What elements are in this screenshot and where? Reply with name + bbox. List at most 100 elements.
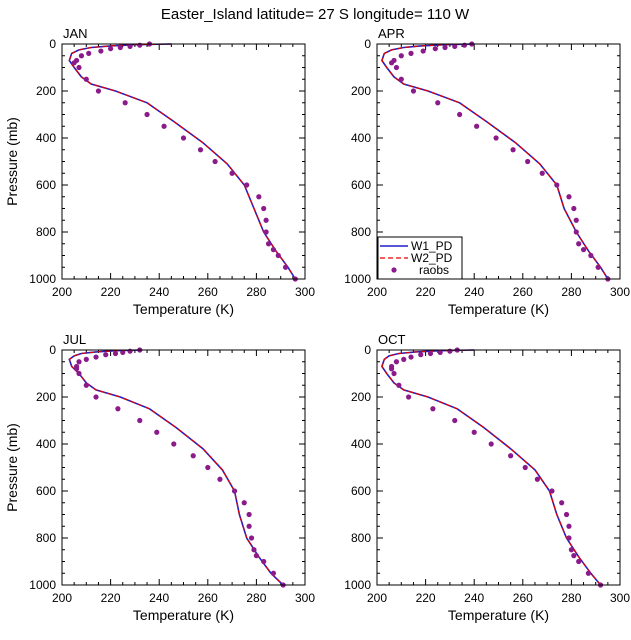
raobs-point: [83, 356, 89, 362]
raobs-point: [108, 46, 114, 52]
raobs-point: [554, 182, 560, 188]
x-tick-label: 240: [149, 591, 169, 605]
raobs-point: [76, 359, 82, 365]
raobs-point: [171, 441, 177, 447]
raobs-point: [256, 194, 262, 200]
raobs-point: [137, 417, 143, 424]
raobs-point: [452, 43, 458, 49]
w1-pd-line: [68, 43, 296, 280]
x-tick-label: 200: [367, 591, 387, 605]
raobs-point: [270, 570, 277, 576]
raobs-point: [241, 500, 247, 506]
panel-title: OCT: [378, 332, 406, 347]
raobs-point: [212, 158, 218, 165]
x-tick-label: 300: [295, 591, 315, 605]
raobs-point: [393, 64, 400, 71]
raobs-point: [398, 53, 404, 59]
raobs-point: [120, 349, 126, 355]
x-tick-label: 300: [610, 591, 630, 605]
raobs-point: [493, 135, 499, 141]
raobs-point: [588, 252, 594, 259]
raobs-point: [566, 194, 572, 200]
y-tick-label: 800: [36, 531, 56, 545]
x-tick-label: 200: [52, 285, 72, 299]
x-tick-label: 280: [246, 591, 266, 605]
raobs-point: [447, 348, 453, 354]
raobs-point: [73, 366, 80, 372]
y-tick-label: 200: [36, 390, 56, 404]
raobs-point: [154, 429, 160, 435]
raobs-point: [566, 523, 572, 529]
x-tick-label: 260: [513, 285, 533, 299]
raobs-point: [122, 100, 128, 106]
raobs-point: [571, 205, 577, 212]
x-tick-label: 260: [198, 285, 218, 299]
y-tick-label: 1000: [29, 578, 56, 592]
raobs-point: [452, 417, 458, 424]
w1-pd-line: [381, 349, 602, 586]
raobs-point: [430, 406, 436, 412]
x-tick-label: 240: [464, 285, 484, 299]
raobs-point: [95, 88, 102, 94]
raobs-point: [76, 370, 82, 377]
panel-jan: 200 220 240 260 280 300 0 200 400 600 800 1000 Tempe…: [4, 26, 315, 317]
raobs-point: [137, 42, 143, 48]
raobs-point: [253, 553, 259, 559]
raobs-point: [388, 60, 395, 66]
y-tick-label: 800: [351, 531, 371, 545]
raobs-point: [573, 229, 579, 235]
x-axis-label: Temperature (K): [133, 607, 234, 623]
legend-raobs-swatch: [391, 267, 397, 273]
y-tick-label: 1000: [344, 578, 371, 592]
plot-frame: [61, 349, 306, 586]
raobs-point: [270, 247, 277, 253]
plot-frame: [376, 349, 621, 586]
raobs-point: [103, 352, 109, 358]
raobs-point: [427, 350, 434, 357]
w2-pd-line: [68, 349, 284, 586]
legend-w2-label: W2_PD: [411, 251, 453, 265]
raobs-point: [86, 50, 92, 57]
y-tick-label: 400: [351, 437, 371, 451]
raobs-point: [76, 64, 82, 71]
w2-pd-line: [381, 349, 602, 586]
y-tick-label: 1000: [344, 272, 371, 286]
legend-w1-label: W1_PD: [411, 239, 453, 253]
y-axis-label: Pressure (mb): [4, 423, 20, 512]
raobs-point: [246, 523, 252, 529]
raobs-point: [112, 350, 119, 357]
plot-frame: [61, 43, 306, 280]
x-tick-label: 200: [52, 591, 72, 605]
y-tick-label: 200: [36, 84, 56, 98]
raobs-point: [251, 547, 257, 553]
x-tick-label: 220: [101, 591, 121, 605]
raobs-point: [525, 158, 531, 165]
raobs-point: [405, 394, 412, 400]
y-tick-label: 1000: [29, 272, 56, 286]
raobs-point: [265, 241, 272, 247]
raobs-point: [549, 488, 555, 494]
raobs-point: [263, 217, 269, 223]
w1-pd-line: [68, 349, 284, 586]
raobs-point: [93, 394, 99, 400]
raobs-point: [144, 111, 150, 118]
y-tick-label: 600: [36, 178, 56, 192]
raobs-point: [180, 135, 187, 141]
raobs-point: [437, 349, 443, 355]
raobs-point: [83, 76, 89, 82]
raobs-point: [190, 453, 196, 459]
raobs-point: [573, 217, 579, 223]
w2-pd-line: [68, 43, 296, 280]
raobs-point: [83, 382, 89, 388]
x-axis-label: Temperature (K): [133, 301, 234, 317]
x-tick-label: 260: [513, 591, 533, 605]
x-tick-label: 300: [295, 285, 315, 299]
y-tick-label: 0: [49, 343, 56, 357]
raobs-point: [229, 170, 235, 176]
raobs-point: [580, 247, 587, 253]
raobs-point: [534, 476, 540, 482]
plot-frame: [376, 43, 621, 280]
raobs-point: [585, 570, 592, 576]
x-tick-label: 220: [101, 285, 121, 299]
raobs-point: [559, 500, 565, 506]
